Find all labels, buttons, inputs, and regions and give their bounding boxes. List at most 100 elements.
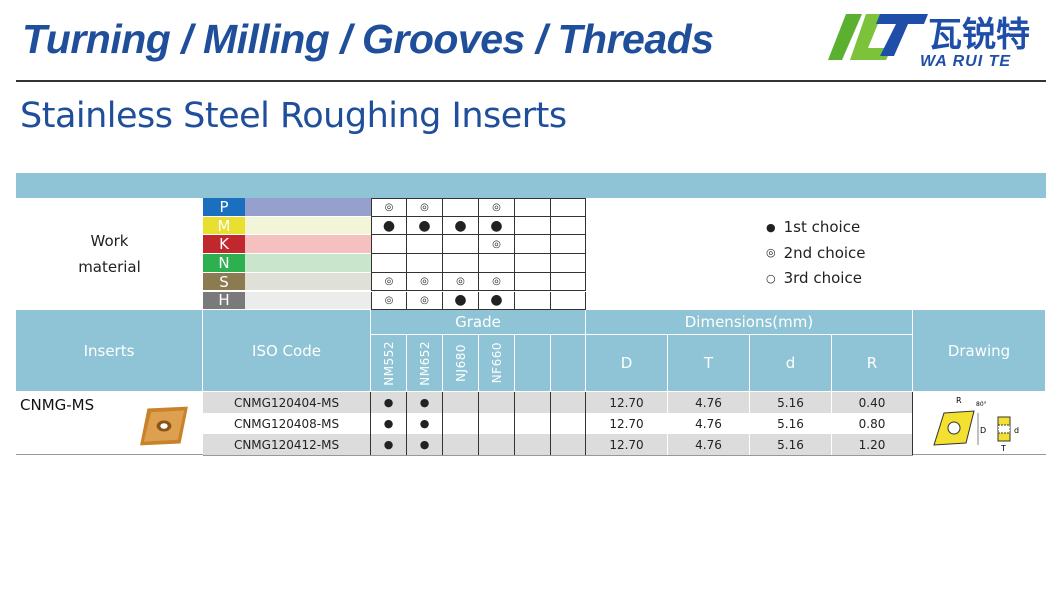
dimension-D: 12.70 (586, 434, 668, 455)
grade-mark: ◎ (371, 198, 407, 217)
iso-code: CNMG120412-MS (203, 434, 371, 455)
grade-mark: ● (371, 413, 407, 434)
insert-image (140, 406, 188, 446)
grade-mark (551, 434, 586, 455)
grade-mark (479, 434, 515, 455)
svg-text:WA RUI TE: WA RUI TE (920, 53, 1011, 70)
work-material-label: Work material (78, 232, 141, 276)
header-drawing: Drawing (913, 310, 1046, 392)
material-bar-S (245, 272, 371, 292)
grade-mark (515, 272, 551, 292)
grade-mark: ● (407, 392, 443, 413)
grade-mark: ◎ (479, 272, 515, 292)
grade-mark (479, 254, 515, 273)
grade-mark: ● (443, 216, 479, 236)
material-letter-N: N (203, 254, 245, 273)
table-bottom-border (203, 455, 913, 456)
material-letter-H: H (203, 291, 245, 311)
grade-name: NM552 (381, 340, 396, 386)
grade-mark (407, 254, 443, 273)
grade-mark (479, 392, 515, 413)
grade-mark: ● (407, 434, 443, 455)
table-top-band (16, 173, 1046, 198)
dimension-header-R: R (832, 335, 913, 392)
grade-mark (443, 235, 479, 255)
grade-mark: ● (407, 413, 443, 434)
grade-mark: ◎ (479, 235, 515, 255)
company-logo: 瓦锐特 WA RUI TE (828, 14, 1030, 70)
grade-mark (371, 254, 407, 273)
grade-mark (443, 413, 479, 434)
grade-mark (515, 254, 551, 273)
header-inserts: Inserts (16, 310, 203, 392)
iso-code: CNMG120408-MS (203, 413, 371, 434)
grade-mark: ● (407, 216, 443, 236)
header-iso-code: ISO Code (203, 310, 371, 392)
header-divider (16, 80, 1046, 82)
grade-mark (551, 392, 586, 413)
insert-drawing: D R 80° dT (933, 396, 1019, 453)
svg-text:d: d (1014, 426, 1019, 435)
material-bar-P (245, 198, 371, 217)
svg-text:瓦锐特: 瓦锐特 (928, 15, 1030, 55)
dimension-T: 4.76 (668, 413, 750, 434)
dimension-T: 4.76 (668, 392, 750, 413)
iso-code: CNMG120404-MS (203, 392, 371, 413)
svg-text:T: T (1000, 444, 1006, 453)
grade-mark (551, 413, 586, 434)
grade-mark: ● (443, 291, 479, 311)
grade-mark: ◎ (407, 198, 443, 217)
grade-mark (443, 434, 479, 455)
grade-mark (407, 235, 443, 255)
grade-mark (443, 254, 479, 273)
insert-name: CNMG-MS (20, 396, 95, 414)
dimension-header-T: T (668, 335, 750, 392)
dimension-d: 5.16 (750, 434, 832, 455)
header-grade: Grade (371, 310, 586, 335)
material-letter-P: P (203, 198, 245, 217)
svg-text:80°: 80° (976, 401, 987, 408)
grade-mark (515, 392, 551, 413)
drawing-cell (913, 392, 1046, 455)
grade-name: NM652 (417, 340, 432, 386)
legend-symbol: ○ (766, 271, 776, 285)
legend-symbol: ● (766, 220, 776, 234)
dimension-d: 5.16 (750, 392, 832, 413)
grade-mark: ● (479, 216, 515, 236)
material-bar-K (245, 235, 371, 255)
dimension-T: 4.76 (668, 434, 750, 455)
grade-column-header (515, 335, 551, 392)
dimension-R: 0.80 (832, 413, 913, 434)
grade-mark: ● (371, 216, 407, 236)
grade-mark: ◎ (371, 291, 407, 311)
legend-label: 3rd choice (783, 269, 862, 287)
grade-mark (551, 198, 586, 217)
material-letter-K: K (203, 235, 245, 255)
grade-column-header: NM652 (407, 335, 443, 392)
grade-mark (371, 235, 407, 255)
grade-mark (551, 235, 586, 255)
insert-cell (16, 392, 203, 455)
grade-mark: ◎ (407, 272, 443, 292)
svg-text:D: D (980, 426, 986, 435)
grade-mark (515, 198, 551, 217)
page-title: Stainless Steel Roughing Inserts (20, 96, 567, 136)
material-letter-S: S (203, 273, 245, 292)
grade-mark: ◎ (479, 198, 515, 217)
material-bar-N (245, 254, 371, 273)
dimension-header-D: D (586, 335, 668, 392)
material-bar-H (245, 291, 371, 311)
grade-column-header: NF660 (479, 335, 515, 392)
grade-mark (515, 235, 551, 255)
header-dimensions: Dimensions(mm) (586, 310, 913, 335)
grade-column-header (551, 335, 586, 392)
dimension-header-d: d (750, 335, 832, 392)
grade-column-header: NJ680 (443, 335, 479, 392)
material-bar-M (245, 216, 371, 236)
grade-mark (515, 434, 551, 455)
legend-label: 1st choice (783, 218, 861, 236)
legend-label: 2nd choice (783, 243, 866, 262)
grade-mark (515, 413, 551, 434)
grade-mark: ● (371, 434, 407, 455)
grade-mark (551, 291, 586, 311)
